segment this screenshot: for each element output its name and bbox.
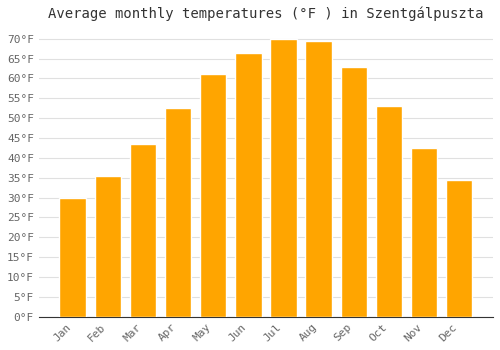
Bar: [340, 66, 367, 317]
Bar: [130, 144, 156, 317]
Bar: [165, 108, 191, 317]
Title: Average monthly temperatures (°F ) in Szentgálpuszta: Average monthly temperatures (°F ) in Sz…: [48, 7, 484, 21]
Bar: [94, 176, 121, 317]
Bar: [270, 39, 296, 317]
Bar: [411, 148, 438, 317]
Bar: [60, 198, 86, 317]
Bar: [376, 106, 402, 317]
Bar: [306, 41, 332, 317]
Bar: [200, 75, 226, 317]
Bar: [446, 180, 472, 317]
Bar: [235, 52, 262, 317]
